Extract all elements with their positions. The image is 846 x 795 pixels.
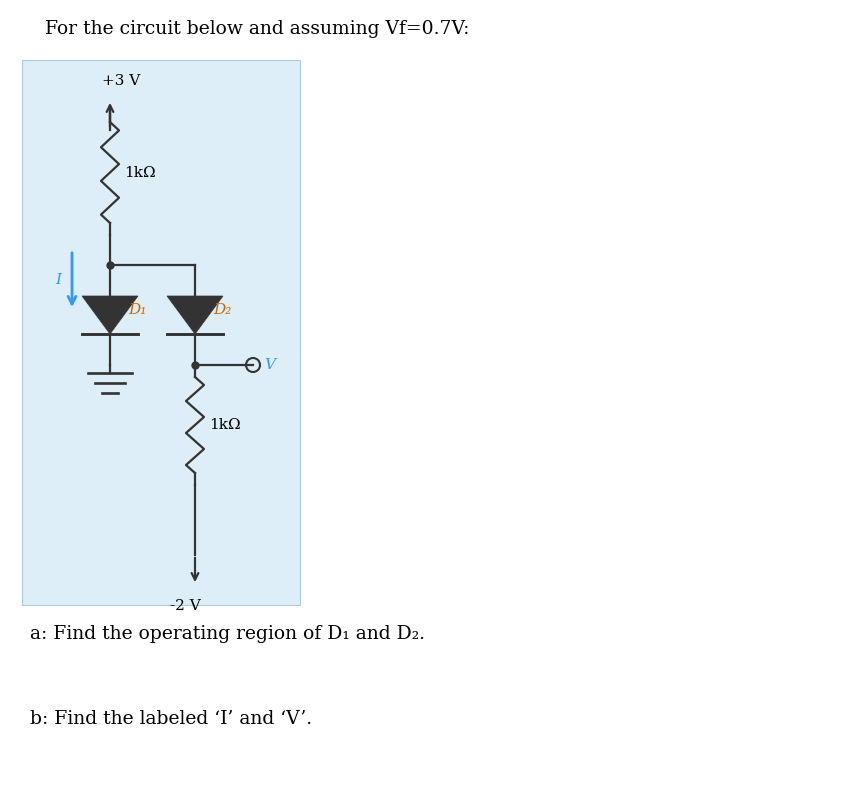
Polygon shape (167, 296, 223, 334)
Text: D₁: D₁ (128, 303, 146, 317)
Text: +3 V: +3 V (102, 74, 140, 88)
Polygon shape (82, 296, 138, 334)
Text: -2 V: -2 V (170, 599, 201, 613)
Text: For the circuit below and assuming Vf=0.7V:: For the circuit below and assuming Vf=0.… (45, 20, 470, 38)
Text: V: V (264, 358, 275, 372)
FancyBboxPatch shape (22, 60, 300, 605)
Text: I: I (55, 273, 61, 287)
Text: a: Find the operating region of D₁ and D₂.: a: Find the operating region of D₁ and D… (30, 625, 425, 643)
Text: 1kΩ: 1kΩ (124, 165, 156, 180)
Text: D₂: D₂ (213, 303, 231, 317)
Text: b: Find the labeled ‘I’ and ‘V’.: b: Find the labeled ‘I’ and ‘V’. (30, 710, 312, 728)
Text: 1kΩ: 1kΩ (209, 418, 240, 432)
